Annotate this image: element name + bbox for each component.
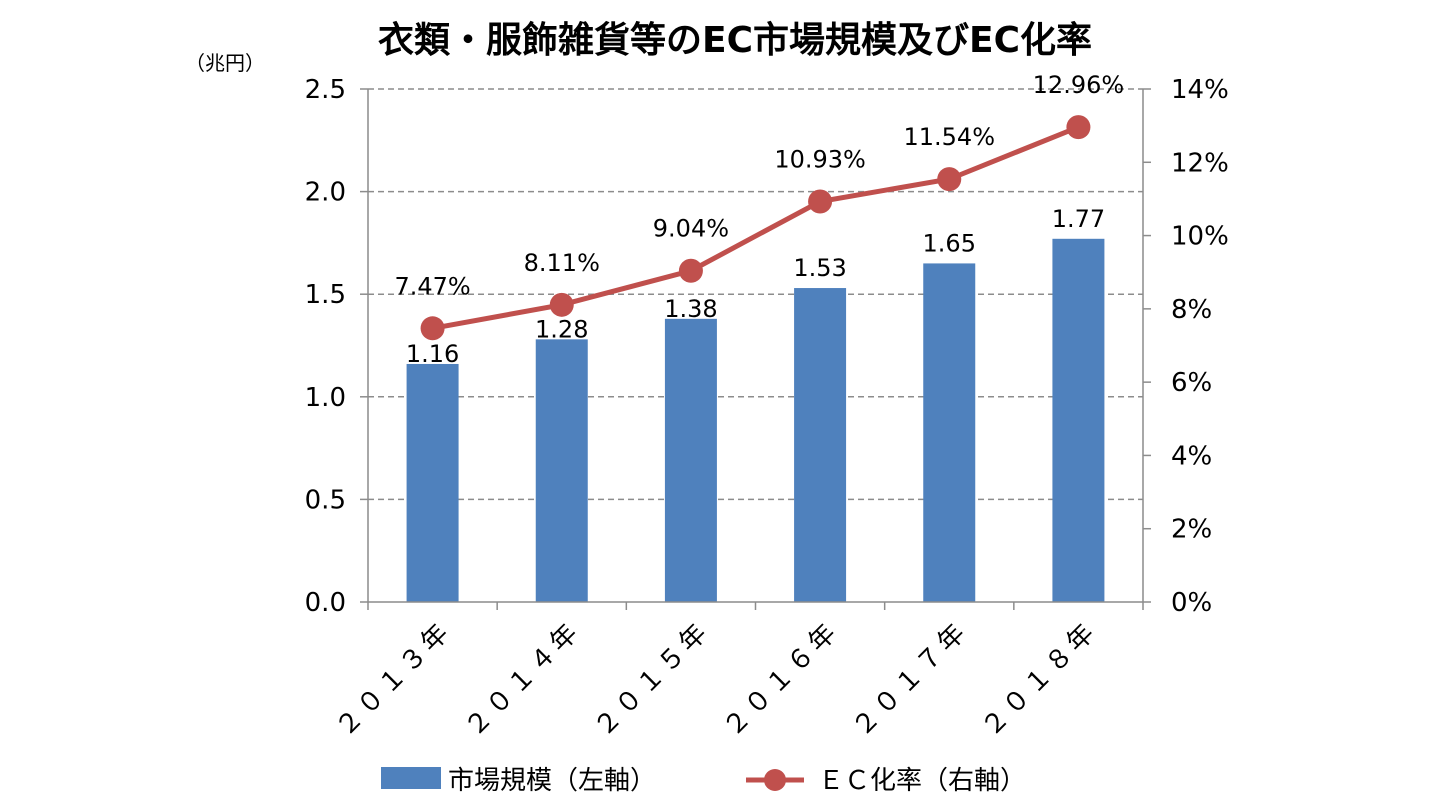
legend-line-marker	[764, 769, 786, 791]
bar	[794, 288, 847, 602]
bar	[1052, 238, 1105, 602]
left-tick-label: 0.0	[305, 588, 346, 618]
bar	[535, 339, 588, 602]
right-tick-label: 12%	[1171, 148, 1229, 178]
line-data-label: 9.04%	[653, 215, 729, 243]
x-tick-label: ２０１７年	[847, 616, 974, 743]
line-data-label: 12.96%	[1033, 71, 1125, 99]
left-axis-unit: （兆円）	[185, 51, 265, 75]
right-tick-label: 0%	[1171, 588, 1212, 618]
legend: 市場規模（左軸） ＥＣ化率（右軸）	[381, 766, 1026, 796]
line-marker	[1066, 115, 1091, 140]
bar	[406, 363, 459, 602]
x-tick-label: ２０１８年	[976, 616, 1103, 743]
bar-data-label: 1.65	[923, 229, 976, 257]
right-tick-label: 6%	[1171, 368, 1212, 398]
right-tick-label: 4%	[1171, 441, 1212, 471]
line-data-label: 7.47%	[394, 272, 470, 300]
x-tick-label: ２０１６年	[718, 616, 845, 743]
bar-data-label: 1.77	[1052, 205, 1105, 233]
bar	[923, 263, 976, 602]
line-data-label: 11.54%	[903, 123, 995, 151]
bar-data-label: 1.53	[793, 254, 846, 282]
left-tick-label: 2.0	[305, 178, 346, 208]
left-tick-label: 2.5	[305, 75, 346, 105]
line-marker	[420, 316, 445, 341]
right-tick-label: 2%	[1171, 515, 1212, 545]
bar-data-label: 1.16	[406, 340, 459, 368]
line-data-label: 10.93%	[774, 145, 866, 173]
right-tick-label: 10%	[1171, 222, 1229, 252]
legend-bar-swatch	[381, 767, 441, 789]
left-tick-label: 0.5	[305, 485, 346, 515]
chart-title: 衣類・服飾雑貨等のEC市場規模及びEC化率	[378, 20, 1092, 61]
line-marker	[937, 167, 962, 192]
ec-rate-line	[432, 124, 1080, 331]
x-tick-label: ２０１４年	[459, 616, 586, 743]
line-data-label: 8.11%	[524, 249, 600, 277]
x-tick-label: ２０１５年	[589, 616, 716, 743]
right-tick-label: 14%	[1171, 75, 1229, 105]
bar-data-label: 1.38	[664, 295, 717, 323]
bar-data-label: 1.28	[535, 315, 588, 343]
bar	[664, 318, 717, 602]
line-marker	[808, 189, 833, 214]
line-marker	[549, 292, 574, 317]
legend-bar-label: 市場規模（左軸）	[448, 766, 656, 796]
left-tick-label: 1.5	[305, 280, 346, 310]
line-marker	[678, 258, 703, 283]
x-tick-label: ２０１３年	[330, 616, 457, 743]
legend-line-label: ＥＣ化率（右軸）	[818, 766, 1026, 796]
left-tick-label: 1.0	[305, 383, 346, 413]
right-tick-label: 8%	[1171, 295, 1212, 325]
